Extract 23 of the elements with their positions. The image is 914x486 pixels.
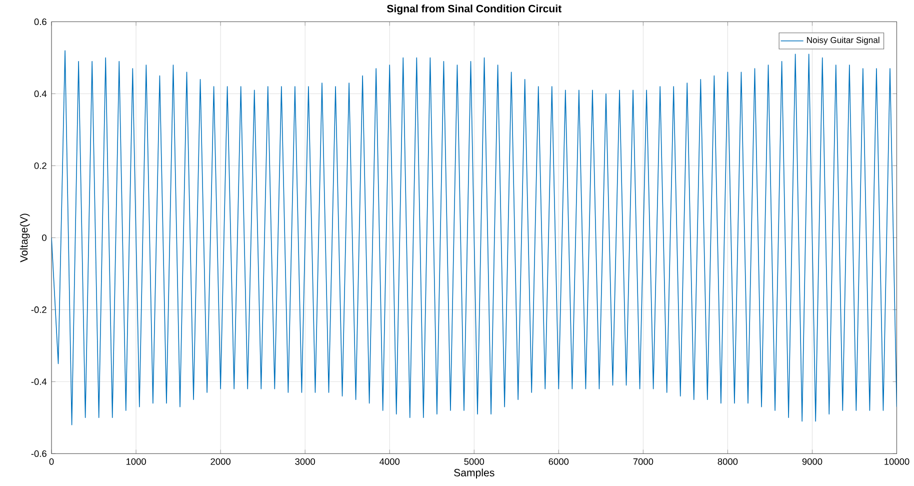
x-tick-label: 10000	[884, 458, 910, 465]
x-tick-label: 8000	[718, 458, 738, 465]
x-tick-label: 4000	[380, 458, 400, 465]
y-axis-title: Voltage(V)	[20, 214, 30, 262]
x-tick-label: 0	[49, 458, 54, 465]
x-axis-title: Samples	[454, 468, 494, 478]
x-tick-label: 5000	[464, 458, 484, 465]
x-tick-label: 6000	[548, 458, 569, 465]
y-tick-label: 0.2	[34, 162, 46, 169]
x-tick-label: 7000	[633, 458, 654, 465]
x-tick-label: 1000	[126, 458, 146, 465]
y-tick-label: 0	[42, 234, 46, 241]
y-tick-label: 0.4	[34, 90, 47, 97]
y-tick-label: -0.6	[31, 450, 46, 457]
line-series	[52, 50, 897, 426]
x-tick-label: 9000	[802, 458, 822, 465]
y-tick-label: -0.2	[31, 306, 46, 313]
legend-label: Noisy Guitar Signal	[807, 36, 880, 45]
y-tick-label: 0.6	[34, 18, 46, 25]
y-tick-label: -0.4	[31, 378, 47, 385]
x-tick-label: 3000	[295, 458, 316, 465]
chart-title: Signal from Sinal Condition Circuit	[386, 4, 562, 14]
x-tick-label: 2000	[210, 458, 230, 465]
